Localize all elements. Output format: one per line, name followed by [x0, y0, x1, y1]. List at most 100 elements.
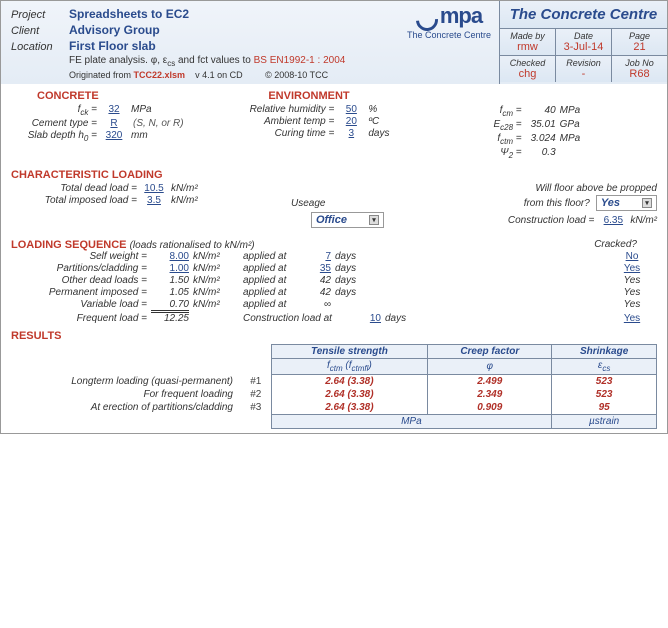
seq-label: Self weight =: [11, 251, 151, 262]
imp-input[interactable]: 3.5: [141, 195, 167, 206]
date-label: Date: [560, 31, 607, 41]
dropdown-arrow-icon: ▾: [369, 215, 379, 225]
seq-note: (loads rationalised to kN/m²): [130, 240, 255, 251]
location-value: First Floor slab: [69, 39, 156, 53]
seq-value[interactable]: 1.00: [151, 263, 189, 274]
seq-day-unit: days: [335, 251, 373, 262]
seq-value[interactable]: 8.00: [151, 251, 189, 262]
prop-q1: Will floor above be propped: [535, 183, 657, 194]
seq-value: 0.70: [151, 299, 189, 311]
revision-cell: Revision-: [556, 56, 612, 82]
seq-cracked[interactable]: Yes: [607, 263, 657, 274]
page-value: 21: [616, 41, 663, 53]
seq-value: 1.50: [151, 275, 189, 286]
useage-select[interactable]: Office ▾: [311, 212, 384, 228]
fcm-unit: MPa: [560, 105, 581, 116]
seq-cracked: Yes: [607, 287, 657, 298]
cons-input[interactable]: 6.35: [600, 215, 626, 226]
cons-day-input[interactable]: 10: [353, 313, 381, 324]
made-by-cell: Made byrmw: [500, 29, 556, 55]
temp-unit: ºC: [368, 116, 379, 127]
job-cell: Job NoR68: [612, 56, 667, 82]
seq-title: LOADING SEQUENCE: [11, 239, 127, 251]
useage-value: Office: [316, 214, 347, 226]
seq-day[interactable]: 35: [303, 263, 331, 274]
environment-column: ENVIRONMENT Relative humidity =50% Ambie…: [228, 90, 439, 161]
col-shrink: Shrinkage: [552, 345, 657, 359]
ec-value: 35.01: [526, 119, 556, 130]
seq-day[interactable]: 7: [303, 251, 331, 262]
orig-prefix: Originated from: [69, 70, 134, 80]
slab-unit: mm: [131, 130, 148, 141]
res-desc: At erection of partitions/cladding: [11, 401, 241, 415]
res-tensile: 2.64 (3.38): [271, 401, 428, 415]
psi-label: Ψ2 =: [446, 147, 526, 160]
prop-q2: from this floor?: [524, 198, 590, 209]
desc-ref: BS EN1992-1 : 2004: [254, 55, 346, 66]
dead-input[interactable]: 10.5: [141, 183, 167, 194]
seq-unit: kN/m²: [193, 263, 243, 274]
cons-at-label: Construction load at: [243, 313, 353, 324]
form-body: CONCRETE fck =32MPa Cement type =R(S, N,…: [1, 84, 667, 433]
seq-day: 42: [303, 287, 331, 298]
loading-title: CHARACTERISTIC LOADING: [11, 169, 657, 181]
cure-label: Curing time =: [228, 128, 338, 139]
header-right: The Concrete Centre Made byrmw Date3-Jul…: [499, 1, 667, 84]
page-label: Page: [616, 31, 663, 41]
project-label: Project: [11, 9, 69, 21]
seq-row: Permanent imposed =1.05kN/m²applied at42…: [11, 287, 657, 298]
seq-row: Partitions/cladding =1.00 kN/m²applied at…: [11, 263, 657, 274]
col-creep: Creep factor: [428, 345, 552, 359]
checked-label: Checked: [504, 58, 551, 68]
cement-input[interactable]: R: [101, 118, 127, 129]
seq-cracked[interactable]: No: [607, 251, 657, 262]
cons-label: Construction load =: [508, 215, 594, 226]
fctm-unit: MPa: [560, 133, 581, 144]
checked-value: chg: [504, 68, 551, 80]
dropdown-arrow-icon: ▾: [642, 198, 652, 208]
results-row: Longterm loading (quasi-permanent)#12.64…: [11, 375, 657, 389]
dead-label: Total dead load =: [11, 183, 141, 194]
origin-line: Originated from TCC22.xlsm v 4.1 on CD ©…: [69, 70, 489, 80]
seq-unit: kN/m²: [193, 275, 243, 286]
client-label: Client: [11, 25, 69, 37]
cure-input[interactable]: 3: [338, 128, 364, 139]
cement-note: (S, N, or R): [133, 118, 184, 129]
date-cell: Date3-Jul-14: [556, 29, 612, 55]
imp-unit: kN/m²: [171, 195, 198, 206]
rh-unit: %: [368, 104, 377, 115]
spreadsheet-page: ProjectSpreadsheets to EC2 ClientAdvisor…: [0, 0, 668, 434]
propped-value: Yes: [601, 197, 620, 209]
cons-unit: kN/m²: [630, 215, 657, 226]
col-tensile: Tensile strength: [271, 345, 428, 359]
footer-ustrain: µstrain: [552, 415, 657, 429]
made-by-label: Made by: [504, 31, 551, 41]
fck-input[interactable]: 32: [101, 104, 127, 115]
useage-label: Useage: [291, 198, 341, 209]
temp-input[interactable]: 20: [338, 116, 364, 127]
slab-label: Slab depth h0 =: [11, 130, 101, 143]
cons-cracked[interactable]: Yes: [607, 313, 657, 324]
project-value: Spreadsheets to EC2: [69, 7, 189, 21]
header-left: ProjectSpreadsheets to EC2 ClientAdvisor…: [1, 1, 499, 84]
results-row: For frequent loading#22.64 (3.38)2.34952…: [11, 388, 657, 401]
seq-day: 42: [303, 275, 331, 286]
seq-label: Permanent imposed =: [11, 287, 151, 298]
dead-unit: kN/m²: [171, 183, 198, 194]
seq-unit: kN/m²: [193, 251, 243, 262]
fctm-label: fctm =: [446, 133, 526, 146]
fck-label: fck =: [11, 104, 101, 117]
date-value: 3-Jul-14: [560, 41, 607, 53]
rh-input[interactable]: 50: [338, 104, 364, 115]
results-row: At erection of partitions/cladding#32.64…: [11, 401, 657, 415]
slab-input[interactable]: 320: [101, 130, 127, 141]
res-shrink: 95: [552, 401, 657, 415]
seq-label: Partitions/cladding =: [11, 263, 151, 274]
orig-version: v 4.1 on CD: [195, 70, 243, 80]
seq-label: Variable load =: [11, 299, 151, 310]
top-inputs-grid: CONCRETE fck =32MPa Cement type =R(S, N,…: [11, 90, 657, 161]
ec-unit: GPa: [560, 119, 580, 130]
propped-select[interactable]: Yes ▾: [596, 195, 657, 211]
psi-value: 0.3: [526, 147, 556, 158]
seq-applied: applied at: [243, 263, 303, 274]
